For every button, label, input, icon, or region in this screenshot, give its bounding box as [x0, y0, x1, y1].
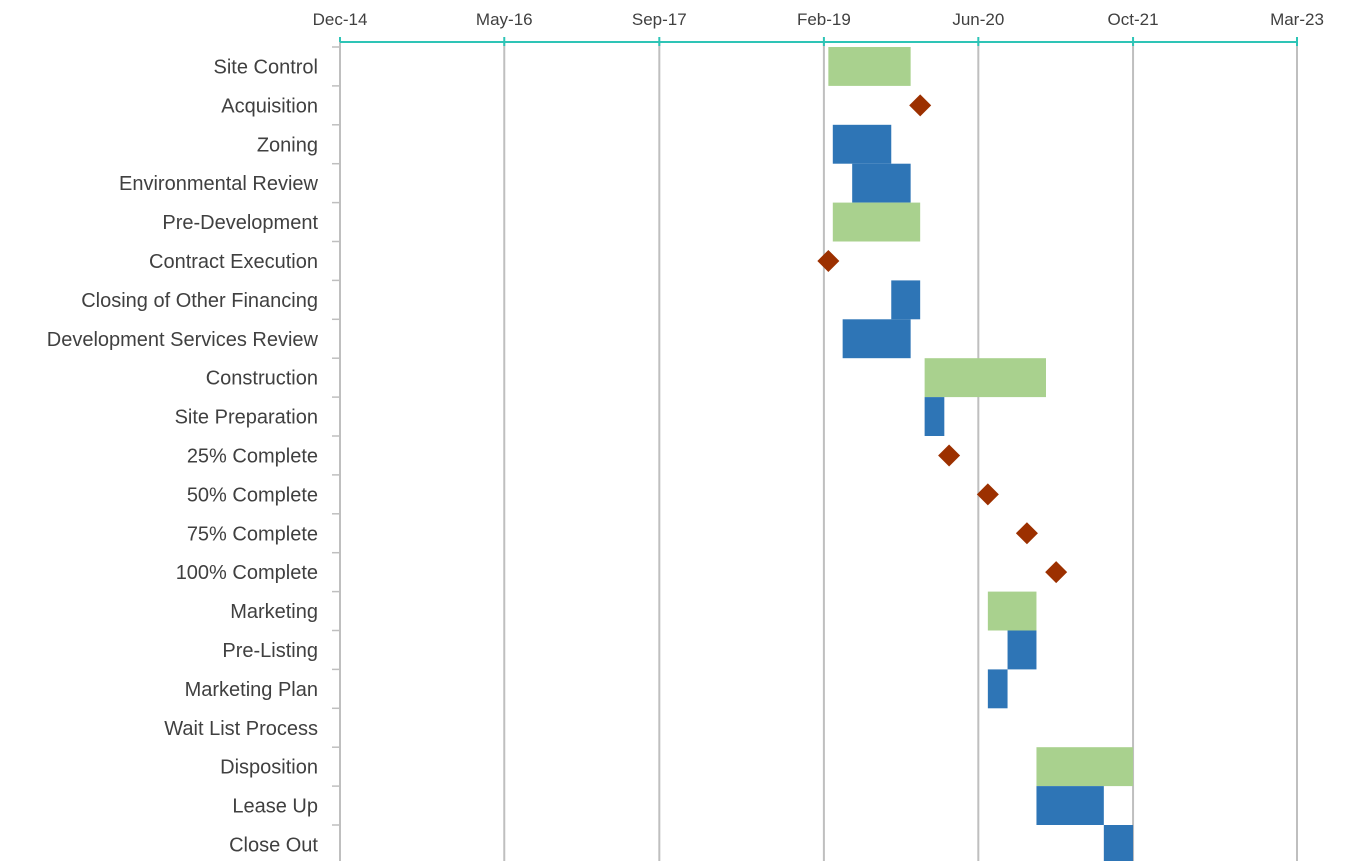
task-bar: [987, 669, 1008, 709]
task-bar: [842, 319, 911, 359]
task-bar: [832, 124, 892, 164]
task-bar: [924, 397, 945, 436]
milestone-marker: [938, 444, 961, 467]
task-bar: [852, 163, 911, 203]
task-label: Disposition: [220, 757, 318, 779]
task-label: Close Out: [229, 834, 318, 856]
task-label: Environmental Review: [119, 173, 319, 195]
task-bar: [1036, 786, 1104, 825]
task-bar: [1007, 630, 1037, 670]
phase-bar: [832, 202, 921, 242]
x-tick-label: Dec-14: [313, 10, 368, 29]
task-label: Marketing: [230, 601, 318, 623]
phase-bar: [828, 47, 911, 86]
task-label: 50% Complete: [187, 484, 318, 506]
phase-bar: [924, 358, 1046, 398]
task-label: Acquisition: [221, 95, 318, 117]
milestone-marker: [1015, 522, 1038, 545]
phase-bar: [1036, 747, 1134, 787]
task-label: Site Control: [214, 56, 319, 78]
task-label: Lease Up: [232, 796, 318, 818]
phase-bar: [987, 591, 1037, 631]
x-tick-label: May-16: [476, 10, 533, 29]
task-label: Closing of Other Financing: [81, 290, 318, 312]
task-label: 75% Complete: [187, 523, 318, 545]
task-label: Marketing Plan: [185, 679, 318, 701]
task-bar: [1103, 825, 1134, 861]
task-label: Site Preparation: [175, 407, 318, 429]
milestone-marker: [976, 483, 999, 506]
task-label: Development Services Review: [47, 329, 319, 351]
x-tick-label: Mar-23: [1270, 10, 1324, 29]
x-tick-label: Feb-19: [797, 10, 851, 29]
task-bar: [891, 280, 921, 320]
task-label: Wait List Process: [164, 718, 318, 740]
milestone-marker: [909, 94, 932, 117]
task-label: Zoning: [257, 134, 318, 156]
x-tick-label: Oct-21: [1108, 10, 1159, 29]
task-label: 100% Complete: [176, 562, 318, 584]
milestone-marker: [817, 249, 840, 272]
task-label: 25% Complete: [187, 445, 318, 467]
x-tick-label: Jun-20: [952, 10, 1004, 29]
task-label: Pre-Development: [162, 212, 318, 234]
x-tick-label: Sep-17: [632, 10, 687, 29]
task-label: Construction: [206, 368, 318, 390]
task-label: Pre-Listing: [222, 640, 318, 662]
milestone-marker: [1045, 561, 1068, 584]
task-label: Contract Execution: [149, 251, 318, 273]
